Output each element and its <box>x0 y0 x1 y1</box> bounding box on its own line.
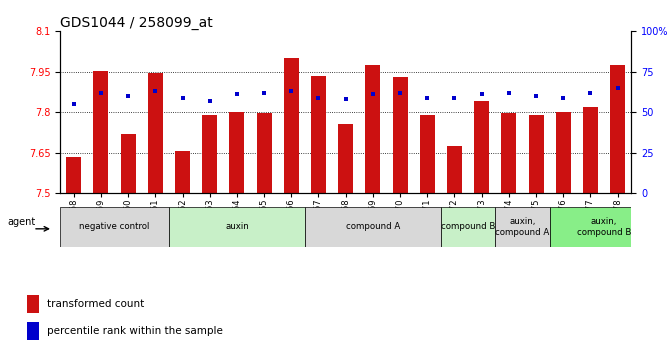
Bar <box>393 77 407 193</box>
Text: auxin: auxin <box>225 222 248 231</box>
Bar <box>148 73 163 193</box>
Bar <box>284 58 299 193</box>
Bar <box>121 134 136 193</box>
Bar <box>495 207 550 247</box>
Bar <box>311 76 326 193</box>
Text: compound A: compound A <box>346 222 400 231</box>
Bar <box>27 295 39 313</box>
Bar <box>610 65 625 193</box>
Bar <box>229 112 244 193</box>
Bar <box>202 115 217 193</box>
Bar <box>583 107 598 193</box>
Point <box>449 95 460 100</box>
Point <box>558 95 568 100</box>
Text: auxin,
compound A: auxin, compound A <box>496 217 550 237</box>
Bar <box>257 114 272 193</box>
Point <box>530 93 541 99</box>
Text: negative control: negative control <box>79 222 150 231</box>
Bar <box>169 207 305 247</box>
Point <box>313 95 324 100</box>
Text: agent: agent <box>7 217 35 227</box>
Bar <box>338 124 353 193</box>
Point <box>613 85 623 91</box>
Point <box>504 90 514 96</box>
Point <box>150 88 161 94</box>
Point <box>286 88 297 94</box>
Bar <box>66 157 81 193</box>
Text: GDS1044 / 258099_at: GDS1044 / 258099_at <box>60 16 213 30</box>
Bar <box>441 207 495 247</box>
Text: auxin,
compound B: auxin, compound B <box>577 217 631 237</box>
Bar <box>175 151 190 193</box>
Bar <box>550 207 659 247</box>
Point <box>232 91 242 97</box>
Bar <box>556 112 570 193</box>
Bar <box>420 115 435 193</box>
Bar <box>528 115 544 193</box>
Bar <box>27 322 39 340</box>
Point <box>340 96 351 102</box>
Point <box>367 91 378 97</box>
Point <box>68 101 79 107</box>
Bar <box>474 101 489 193</box>
Point <box>259 90 269 96</box>
Point <box>585 90 596 96</box>
Bar <box>305 207 441 247</box>
Bar <box>365 65 380 193</box>
Point <box>96 90 106 96</box>
Point <box>476 91 487 97</box>
Text: transformed count: transformed count <box>47 299 144 309</box>
Bar <box>94 71 108 193</box>
Point <box>395 90 405 96</box>
Bar <box>502 114 516 193</box>
Text: percentile rank within the sample: percentile rank within the sample <box>47 326 222 336</box>
Text: compound B: compound B <box>441 222 495 231</box>
Point <box>177 95 188 100</box>
Bar <box>60 207 169 247</box>
Point <box>422 95 433 100</box>
Point <box>123 93 134 99</box>
Point <box>204 98 215 104</box>
Bar <box>447 146 462 193</box>
